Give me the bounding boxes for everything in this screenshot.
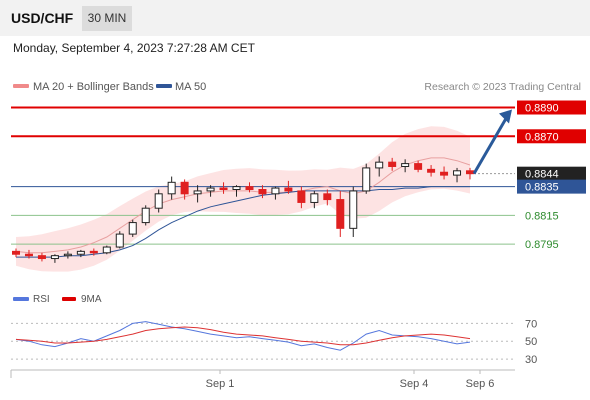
candle-body-35 bbox=[466, 170, 474, 175]
candle-body-16 bbox=[219, 187, 228, 191]
candle-body-2 bbox=[37, 255, 46, 260]
candle-body-3 bbox=[50, 255, 59, 260]
candle-body-33 bbox=[440, 171, 449, 176]
candle-body-6 bbox=[89, 250, 98, 254]
x-tick-label-1: Sep 4 bbox=[400, 378, 429, 390]
rsi-series-rsi bbox=[15, 321, 471, 351]
candle-body-26 bbox=[349, 190, 358, 229]
candle-body-10 bbox=[141, 207, 150, 224]
level-label-0.8795: 0.8795 bbox=[525, 239, 559, 251]
level-label-0.8844: 0.8844 bbox=[525, 169, 559, 181]
x-tick-label-2: Sep 6 bbox=[466, 378, 495, 390]
legend-ma50-swatch bbox=[156, 84, 172, 88]
rsi-chart: 70 50 30 bbox=[11, 318, 537, 366]
candle-body-28 bbox=[375, 161, 384, 169]
price-chart bbox=[11, 106, 515, 272]
candle-body-1 bbox=[24, 253, 33, 257]
level-label-0.8870: 0.8870 bbox=[525, 131, 559, 143]
candle-body-12 bbox=[167, 181, 176, 195]
candle-body-20 bbox=[271, 187, 280, 195]
symbol-title: USD/CHF bbox=[11, 10, 74, 26]
rsi-tick-70: 70 bbox=[525, 318, 537, 330]
series-ma20 bbox=[15, 157, 471, 254]
legend-rsi-label: RSI bbox=[33, 294, 50, 305]
copyright-label: Research © 2023 Trading Central bbox=[424, 81, 581, 93]
datetime-label: Monday, September 4, 2023 7:27:28 AM CET bbox=[13, 41, 255, 55]
candle-body-9 bbox=[128, 222, 137, 235]
legend-rsi-swatch bbox=[13, 297, 29, 301]
legend-ma50-label: MA 50 bbox=[175, 81, 206, 93]
series-ma50 bbox=[16, 186, 470, 258]
level-badge-0.8835 bbox=[517, 179, 586, 194]
candle-body-32 bbox=[427, 168, 436, 173]
candle-body-13 bbox=[180, 181, 189, 195]
candle-body-8 bbox=[115, 233, 124, 248]
legend-9ma-label: 9MA bbox=[81, 294, 102, 305]
rsi-series-ma9 bbox=[15, 326, 471, 346]
candle-body-30 bbox=[401, 163, 410, 167]
candle-body-5 bbox=[76, 250, 85, 255]
level-label-0.8890: 0.8890 bbox=[525, 103, 559, 115]
candle-body-21 bbox=[284, 187, 293, 192]
candle-body-27 bbox=[362, 167, 371, 192]
candle-body-19 bbox=[258, 189, 267, 195]
legend-9ma-swatch bbox=[62, 297, 76, 301]
legend-ma20-swatch bbox=[13, 84, 29, 88]
candle-body-23 bbox=[310, 193, 319, 203]
candle-body-24 bbox=[323, 193, 332, 201]
candle-body-7 bbox=[102, 246, 111, 254]
candle-body-31 bbox=[414, 163, 423, 170]
chart-header: USD/CHF 30 MIN bbox=[0, 0, 590, 36]
timeframe-badge[interactable]: 30 MIN bbox=[82, 6, 132, 31]
x-axis: Sep 1 Sep 4 Sep 6 bbox=[10, 370, 495, 390]
bollinger-band bbox=[16, 126, 470, 272]
candle-body-25 bbox=[336, 199, 345, 229]
candle-body-34 bbox=[453, 170, 462, 176]
x-tick-label-0: Sep 1 bbox=[206, 378, 235, 390]
projection-arrow-line bbox=[472, 117, 508, 175]
level-label-0.8815: 0.8815 bbox=[525, 210, 559, 222]
rsi-tick-30: 30 bbox=[525, 354, 537, 366]
candle-body-0 bbox=[12, 250, 20, 255]
candle-body-14 bbox=[193, 190, 202, 195]
candle-body-11 bbox=[154, 193, 163, 209]
candle-body-15 bbox=[206, 187, 215, 192]
candle-body-29 bbox=[388, 161, 397, 167]
candle-body-22 bbox=[297, 190, 306, 203]
level-badge-0.8870 bbox=[517, 129, 586, 144]
level-label-0.8835: 0.8835 bbox=[525, 182, 559, 194]
projection-arrow-head bbox=[499, 109, 512, 124]
level-badge-0.8890 bbox=[517, 100, 586, 115]
rsi-tick-50: 50 bbox=[525, 336, 537, 348]
candle-body-17 bbox=[232, 186, 241, 191]
candle-body-18 bbox=[245, 186, 254, 191]
level-badge-0.8844 bbox=[517, 166, 586, 181]
legend-ma20-label: MA 20 + Bollinger Bands bbox=[33, 81, 154, 93]
candle-body-4 bbox=[63, 253, 72, 257]
